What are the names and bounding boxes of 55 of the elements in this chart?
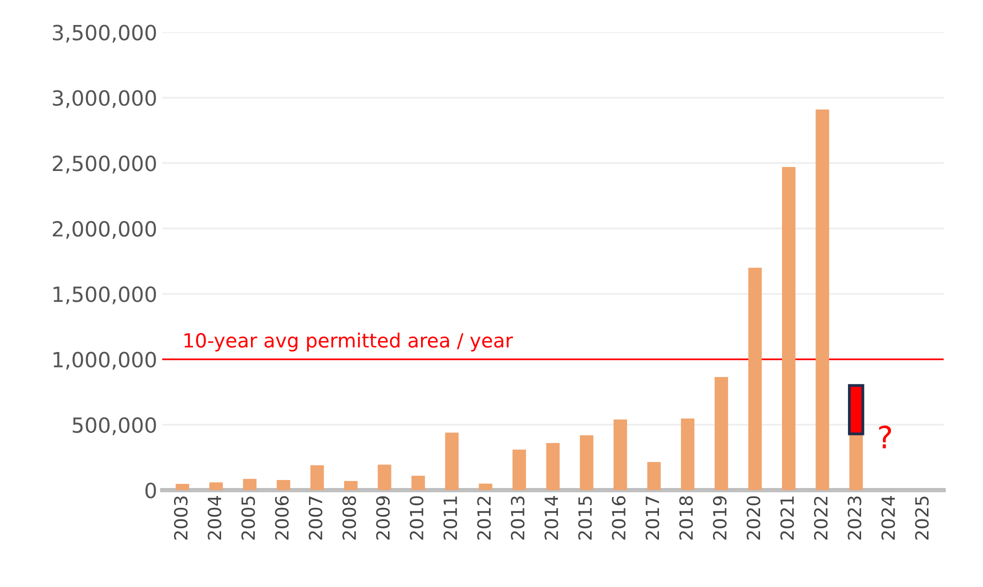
bar — [243, 478, 257, 490]
y-tick-label: 1,500,000 — [54, 286, 156, 304]
y-tick-label: 2,000,000 — [52, 220, 156, 239]
y-tick-label: 3,500,000 — [52, 24, 156, 43]
x-tick-label: 2020 — [746, 496, 760, 540]
x-tick-label: 2012 — [477, 496, 491, 540]
bar — [848, 384, 864, 436]
x-tick-label: 2003 — [174, 496, 188, 540]
bar — [209, 482, 223, 490]
x-tick-label: 2022 — [814, 496, 828, 540]
bar — [546, 443, 560, 490]
bar — [310, 465, 324, 490]
bar — [647, 462, 661, 490]
bar — [478, 484, 492, 490]
bar — [748, 268, 762, 490]
bar — [580, 435, 594, 490]
bar — [512, 450, 526, 490]
y-tick-label: 3,000,000 — [52, 90, 156, 108]
bar — [378, 464, 392, 490]
x-tick-label: 2025 — [915, 496, 929, 540]
x-tick-label: 2021 — [780, 496, 794, 540]
x-tick-label: 2016 — [612, 496, 626, 540]
bar — [782, 167, 796, 490]
bar — [344, 480, 358, 490]
y-tick-label: 1,000,000 — [54, 352, 156, 370]
x-tick-label: 2011 — [443, 496, 458, 540]
x-tick-label: 2010 — [410, 496, 424, 540]
bar — [411, 476, 425, 490]
y-tick-label: 0 — [145, 482, 156, 498]
y-tick-label: 2,500,000 — [52, 156, 156, 174]
bar — [614, 420, 628, 490]
x-tick-label: 2008 — [342, 496, 356, 540]
bar — [714, 376, 728, 490]
bar — [176, 484, 190, 490]
x-tick-label: 2019 — [712, 496, 727, 540]
bar — [276, 480, 290, 490]
x-tick-label: 2024 — [881, 496, 896, 540]
x-tick-label: 2014 — [544, 496, 558, 540]
y-tick-label: 500,000 — [72, 417, 156, 436]
x-tick-label: 2018 — [679, 496, 693, 540]
x-tick-label: 2023 — [848, 496, 862, 540]
x-tick-label: 2013 — [510, 496, 524, 540]
bar — [680, 418, 694, 490]
ref-line-label: 10-year avg permitted area / year — [184, 332, 514, 352]
x-tick-label: 2017 — [646, 496, 660, 540]
bar — [445, 432, 459, 490]
annotation: ? — [879, 426, 892, 448]
x-tick-label: 2007 — [308, 496, 322, 540]
x-tick-label: 2005 — [241, 496, 256, 540]
x-tick-label: 2015 — [578, 496, 592, 540]
x-tick-label: 2006 — [275, 496, 289, 540]
bar — [849, 434, 863, 490]
x-tick-label: 2004 — [208, 496, 222, 540]
x-tick-label: 2009 — [376, 496, 390, 540]
bar — [816, 109, 830, 490]
